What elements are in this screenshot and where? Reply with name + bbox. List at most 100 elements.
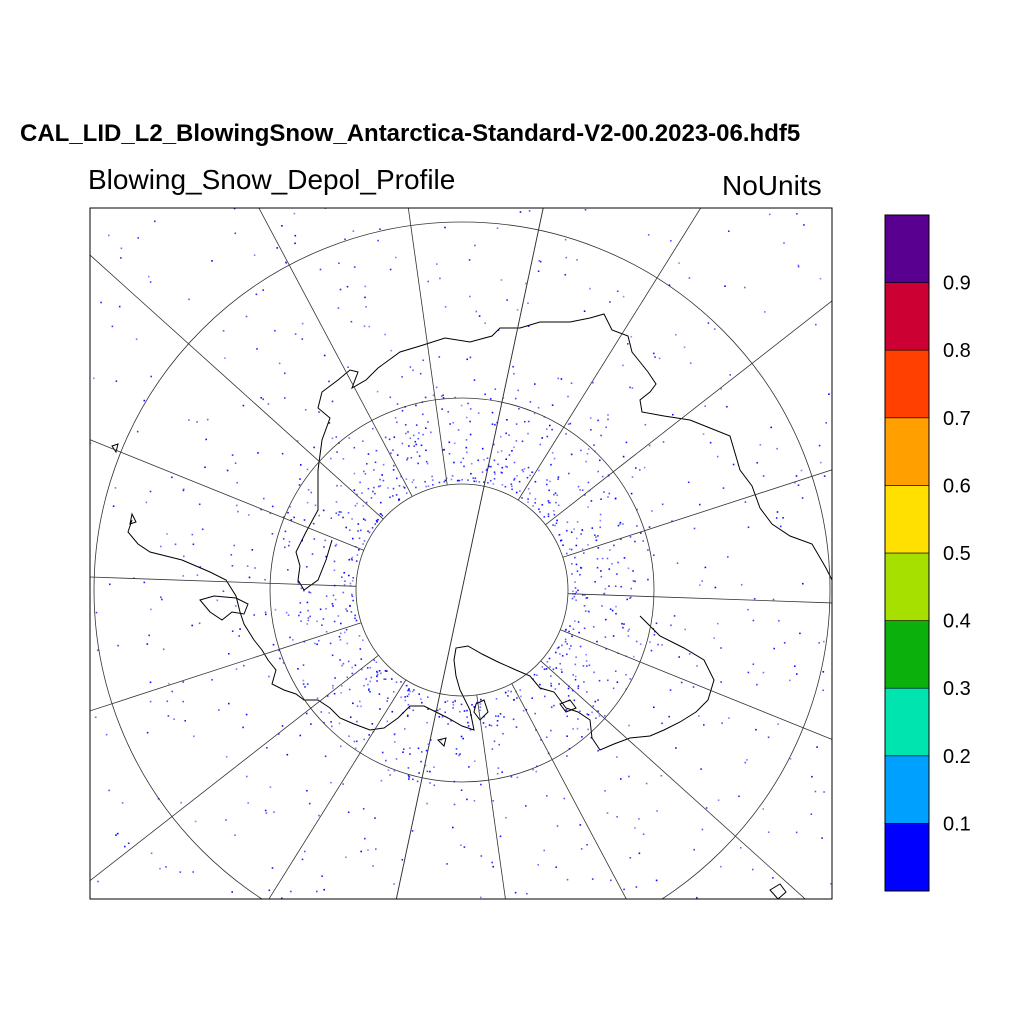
data-point xyxy=(521,469,524,471)
data-point xyxy=(243,954,245,956)
data-point xyxy=(608,492,611,495)
data-point xyxy=(325,555,327,558)
data-point xyxy=(768,213,771,216)
data-point xyxy=(297,668,299,670)
island-outline xyxy=(129,512,137,525)
data-point xyxy=(292,639,294,641)
data-point xyxy=(964,448,966,450)
data-point xyxy=(182,489,185,492)
data-point xyxy=(839,997,841,999)
data-point xyxy=(525,708,528,711)
data-point xyxy=(367,453,370,455)
colorbar-tick-label: 0.8 xyxy=(943,340,971,362)
data-point xyxy=(617,524,620,527)
data-point xyxy=(54,973,56,975)
data-point xyxy=(769,922,771,924)
data-point xyxy=(501,466,504,469)
data-point xyxy=(48,365,50,367)
data-point xyxy=(619,523,621,526)
data-point xyxy=(454,396,456,399)
data-point xyxy=(166,533,168,535)
data-point xyxy=(136,133,138,135)
data-point xyxy=(461,934,463,936)
data-point xyxy=(753,598,756,600)
data-point xyxy=(335,436,338,438)
data-point xyxy=(516,309,519,311)
data-point xyxy=(287,614,290,616)
data-point xyxy=(393,770,396,772)
data-point xyxy=(100,206,102,208)
data-point xyxy=(485,469,488,471)
longitude-line xyxy=(545,300,832,526)
data-point xyxy=(304,686,306,688)
data-point xyxy=(367,108,369,110)
data-point xyxy=(285,611,288,614)
data-point xyxy=(159,867,161,870)
data-point xyxy=(658,357,661,360)
data-point xyxy=(225,819,227,821)
data-point xyxy=(411,481,414,483)
data-point xyxy=(323,888,325,891)
data-point xyxy=(572,674,574,676)
data-point xyxy=(836,219,838,221)
data-point xyxy=(284,397,286,399)
data-point xyxy=(45,1002,47,1004)
data-point xyxy=(386,670,388,672)
data-point xyxy=(330,517,333,519)
data-point xyxy=(740,583,743,586)
data-point xyxy=(59,604,61,606)
data-point xyxy=(557,377,560,380)
data-point xyxy=(362,808,365,810)
data-point xyxy=(342,591,345,594)
data-point xyxy=(860,370,862,372)
data-point xyxy=(415,66,417,68)
data-point xyxy=(398,499,400,501)
data-point xyxy=(337,615,340,617)
data-point xyxy=(350,320,353,323)
data-point xyxy=(473,800,476,802)
colorbar-tick-label: 0.1 xyxy=(943,813,971,835)
data-point xyxy=(43,549,45,551)
data-point xyxy=(150,608,152,611)
data-point xyxy=(554,688,557,690)
data-point xyxy=(527,325,530,327)
data-point xyxy=(483,481,485,483)
data-point xyxy=(578,631,580,634)
data-point xyxy=(759,444,762,446)
data-point xyxy=(561,644,563,647)
data-point xyxy=(78,575,80,577)
data-point xyxy=(392,469,395,471)
data-point xyxy=(469,356,472,359)
data-point xyxy=(592,381,594,384)
data-point xyxy=(577,718,579,720)
data-point xyxy=(347,936,349,938)
colorbar-segment xyxy=(884,552,930,621)
data-point xyxy=(71,928,73,930)
data-point xyxy=(651,510,653,512)
colorbar-segment xyxy=(884,282,930,351)
data-point xyxy=(822,689,824,692)
data-point xyxy=(196,421,198,423)
data-point xyxy=(48,367,50,369)
data-point xyxy=(756,683,758,686)
colorbar-frame xyxy=(884,214,930,892)
data-point xyxy=(549,666,551,668)
data-point xyxy=(246,565,249,567)
data-point xyxy=(617,561,619,564)
data-point xyxy=(800,469,803,472)
data-point xyxy=(446,25,448,27)
data-point xyxy=(611,563,613,565)
data-point xyxy=(351,666,353,669)
data-point xyxy=(630,596,632,599)
data-point xyxy=(572,590,574,593)
data-point xyxy=(610,879,612,882)
data-point xyxy=(409,690,411,693)
data-point xyxy=(4,261,6,263)
data-point xyxy=(454,699,456,702)
longitude-line xyxy=(90,439,364,551)
data-point xyxy=(422,359,424,362)
data-point xyxy=(184,720,186,722)
data-point xyxy=(297,580,299,583)
data-point xyxy=(620,778,622,780)
data-point xyxy=(571,597,574,600)
